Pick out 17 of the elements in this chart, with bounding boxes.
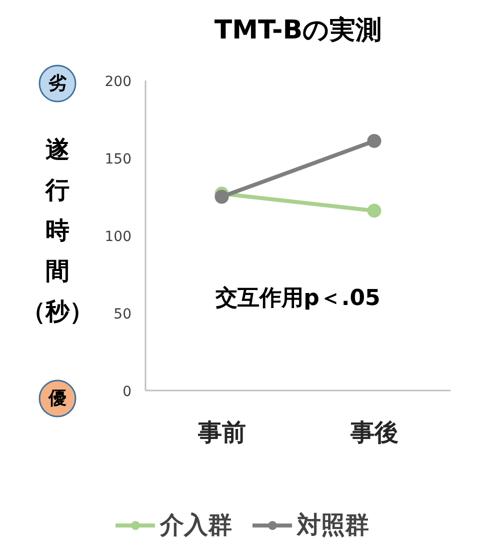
x-tick-label: 事後 bbox=[349, 418, 398, 446]
y-tick-label: 150 bbox=[104, 152, 132, 168]
text: 優 bbox=[48, 388, 66, 409]
point bbox=[214, 190, 229, 204]
x-tick-label: 事前 bbox=[196, 418, 246, 446]
text: 劣 bbox=[48, 73, 68, 94]
y-tick-label: 0 bbox=[122, 384, 132, 400]
legend-label: 対照群 bbox=[297, 510, 369, 541]
y-tick-label: 50 bbox=[114, 306, 132, 322]
annotation: 交互作用p＜.05 bbox=[214, 285, 380, 311]
legend-label: 介入群 bbox=[160, 510, 232, 541]
point bbox=[367, 204, 382, 218]
y-axis-title: 遂行時間（秒） bbox=[22, 135, 94, 326]
y-tick-label: 100 bbox=[104, 229, 132, 245]
y-tick-label: 200 bbox=[104, 74, 132, 90]
chart-title: TMT-Bの実測 bbox=[214, 16, 382, 46]
point bbox=[367, 134, 382, 148]
